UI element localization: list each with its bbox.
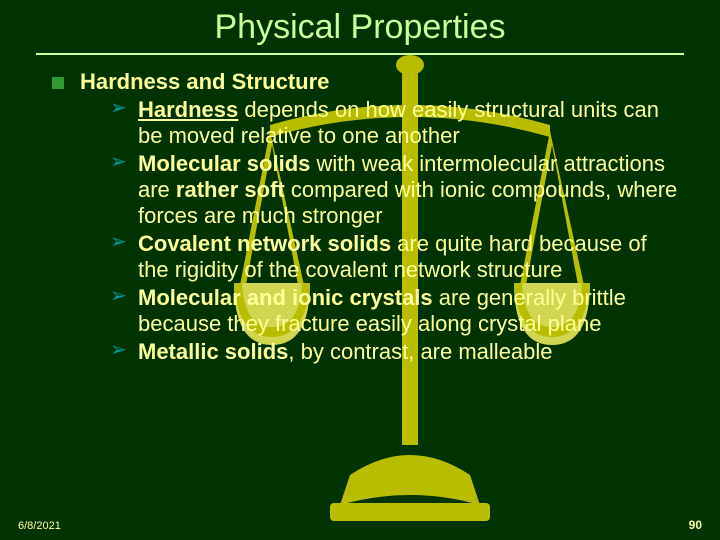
arrow-bullet-icon: ➢ — [110, 285, 127, 309]
footer-page: 90 — [689, 518, 702, 532]
bullet-text: , by contrast, are malleable — [288, 339, 552, 364]
bullet-bold: rather soft — [176, 177, 285, 202]
bullet-bold: Molecular solids — [138, 151, 310, 176]
content-area: Hardness and Structure ➢ Hardness depend… — [30, 69, 690, 364]
bullet-level2: ➢ Molecular and ionic crystals are gener… — [80, 285, 682, 337]
bullet-level2: ➢ Hardness depends on how easily structu… — [80, 97, 682, 149]
arrow-bullet-icon: ➢ — [110, 97, 127, 121]
bullet-bold: Hardness — [138, 97, 238, 122]
bullet-bold: Covalent network solids — [138, 231, 391, 256]
bullet-level2: ➢ Covalent network solids are quite hard… — [80, 231, 682, 283]
bullet-level2: ➢ Molecular solids with weak intermolecu… — [80, 151, 682, 229]
arrow-bullet-icon: ➢ — [110, 151, 127, 175]
arrow-bullet-icon: ➢ — [110, 339, 127, 363]
bullet-bold: Metallic solids — [138, 339, 288, 364]
bullet-heading: Hardness and Structure — [80, 69, 329, 94]
bullet-bold: Molecular and ionic crystals — [138, 285, 433, 310]
arrow-bullet-icon: ➢ — [110, 231, 127, 255]
square-bullet-icon — [52, 77, 64, 89]
slide-title: Physical Properties — [30, 0, 690, 53]
bullet-level2: ➢ Metallic solids, by contrast, are mall… — [80, 339, 682, 365]
title-underline — [36, 53, 684, 55]
slide-container: Physical Properties Hardness and Structu… — [0, 0, 720, 540]
bullet-level1: Hardness and Structure ➢ Hardness depend… — [52, 69, 682, 364]
footer-date: 6/8/2021 — [18, 520, 61, 532]
